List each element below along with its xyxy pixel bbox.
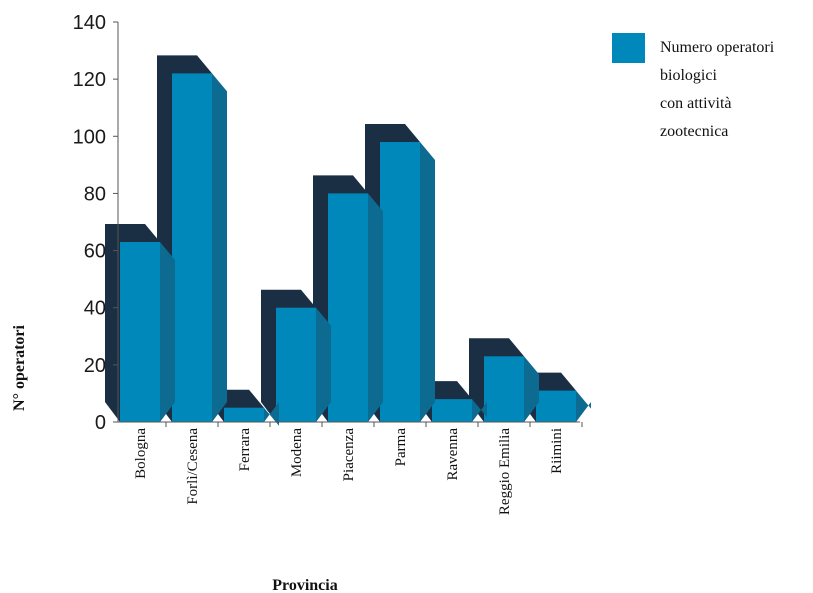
legend-line-3: con attività xyxy=(660,95,732,112)
x-tick-label: Piacenza xyxy=(341,428,357,482)
x-axis-title: Provincia xyxy=(272,577,337,593)
bar xyxy=(432,399,472,422)
bar xyxy=(172,73,212,422)
x-tick-label: Parma xyxy=(393,428,409,467)
x-tick-label: Ravenna xyxy=(445,428,461,481)
bar xyxy=(224,407,264,422)
bar-side xyxy=(316,307,331,422)
legend-line-2: biologici xyxy=(660,67,717,84)
bar-side xyxy=(420,142,435,422)
y-tick-label: 120 xyxy=(73,69,106,91)
bar xyxy=(120,242,160,422)
x-tick-label: Forlì/Cesena xyxy=(185,428,201,505)
y-tick-label: 20 xyxy=(84,355,106,377)
bar-group xyxy=(469,338,539,422)
x-category-labels: Bologna Forlì/Cesena Ferrara Modena Piacenza… xyxy=(133,428,565,515)
bar-group xyxy=(261,289,331,422)
x-tick-label: Modena xyxy=(289,428,305,477)
y-tick-label: 40 xyxy=(84,298,106,320)
bar xyxy=(536,390,576,422)
bar-side xyxy=(368,193,383,422)
x-tick-label: Ferrara xyxy=(237,428,253,472)
bar xyxy=(328,193,368,422)
y-tick-label: 100 xyxy=(73,126,106,148)
x-tick-label: Bologna xyxy=(133,428,149,479)
bars-layer xyxy=(105,55,591,426)
legend-line-4: zootecnica xyxy=(660,123,728,140)
y-axis xyxy=(117,22,583,427)
x-tick-label: Riimini xyxy=(549,428,565,474)
y-tick-label: 0 xyxy=(95,412,106,434)
y-tick-label: 60 xyxy=(84,241,106,263)
legend: Numero operatori biologici con attività … xyxy=(612,33,775,140)
y-axis-title: N° operatori xyxy=(11,324,28,410)
bar-side xyxy=(160,242,175,422)
y-ticks: 0 20 40 60 80 100 120 140 xyxy=(73,12,118,434)
x-tick-label: Reggio Emilia xyxy=(497,428,513,515)
bar-side xyxy=(264,402,279,426)
bar xyxy=(276,307,316,422)
legend-line-1: Numero operatori xyxy=(660,39,775,56)
bar-group xyxy=(105,224,175,422)
bar xyxy=(484,356,524,422)
bar-side xyxy=(472,399,487,422)
legend-swatch xyxy=(612,33,645,63)
bar-side xyxy=(576,390,591,422)
bar-side xyxy=(212,73,227,422)
y-tick-label: 80 xyxy=(84,183,106,205)
bar-side xyxy=(524,356,539,422)
bar xyxy=(380,142,420,422)
y-tick-label: 140 xyxy=(73,12,106,34)
